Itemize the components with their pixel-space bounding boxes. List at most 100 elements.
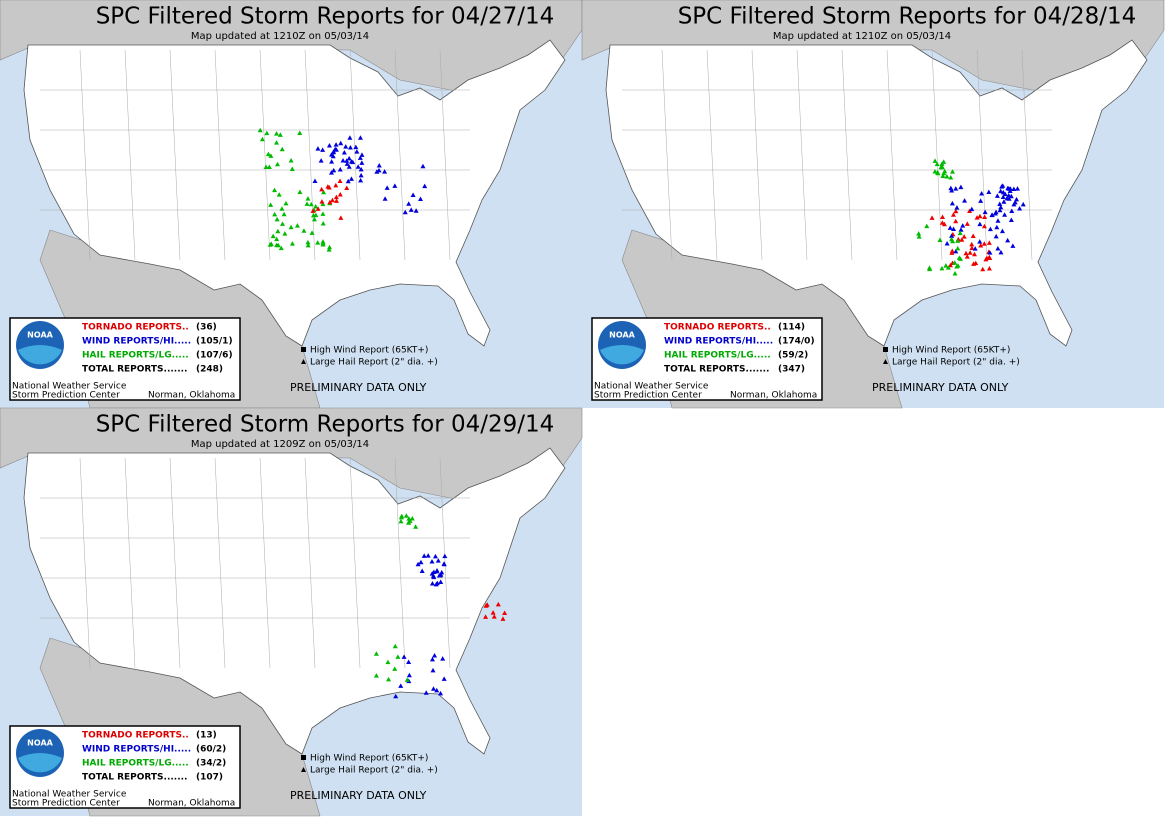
us-map [605,39,1148,347]
report-marker [329,197,335,203]
legend-label: HAIL REPORTS/LG..... [82,351,189,361]
large-hail-symbol [883,359,888,364]
report-marker [932,158,938,163]
report-marker [270,233,276,239]
report-marker [432,652,438,658]
large-hail-note: Large Hail Report (2" dia. +) [310,766,438,776]
preliminary-note: PRELIMINARY DATA ONLY [290,381,427,394]
report-marker [937,237,943,242]
report-marker [953,248,959,254]
report-marker [491,614,497,619]
high-wind-note: High Wind Report (65KT+) [310,754,428,764]
report-marker [305,239,311,245]
report-marker [957,230,963,236]
legend-label: WIND REPORTS/HI..... [664,337,773,347]
report-marker [952,271,958,276]
report-marker [409,515,415,521]
report-marker [382,169,388,174]
state-line [304,49,316,261]
report-marker [1012,199,1018,205]
report-marker [949,248,955,253]
report-marker [319,199,325,204]
report-marker [947,262,953,268]
report-marker [934,161,940,167]
legend-label: HAIL REPORTS/LG..... [664,351,771,361]
report-marker [442,553,448,559]
report-marker [944,174,950,179]
report-marker [305,242,311,248]
report-marker [967,250,973,255]
org-location: Norman, Oklahoma [148,799,235,809]
report-marker [944,241,950,246]
report-marker [345,178,351,184]
report-marker [272,211,278,217]
report-marker [425,553,431,558]
report-marker [319,186,325,192]
report-marker [312,178,318,184]
report-marker [959,237,965,242]
report-marker [950,169,956,174]
map-title: SPC Filtered Storm Reports for 04/28/14 [678,4,1137,30]
high-wind-symbol [301,755,306,760]
org-center: Storm Prediction Center [12,391,120,401]
report-marker [1010,243,1016,248]
report-marker [344,185,350,190]
report-marker [1002,191,1008,197]
map-panel: SPC Filtered Storm Reports for 04/28/14M… [581,0,1165,409]
report-marker [320,211,326,216]
report-marker [989,212,995,217]
report-marker [961,234,967,239]
org-location: Norman, Oklahoma [730,391,817,401]
report-marker [281,211,287,217]
report-marker [392,183,398,188]
report-marker [1007,188,1013,193]
report-marker [392,666,398,671]
report-marker [382,196,388,201]
high-wind-note: High Wind Report (65KT+) [892,346,1010,356]
report-marker [986,240,992,245]
state-line [661,49,673,261]
report-marker [315,240,321,245]
report-marker [939,220,945,225]
us-map [23,39,566,347]
report-marker [359,160,365,165]
report-marker [490,610,496,615]
report-marker [278,245,284,251]
report-marker [340,157,346,163]
report-marker [326,247,332,252]
state-line [214,49,226,261]
legend-label: WIND REPORTS/HI..... [82,337,191,347]
report-marker [274,140,280,145]
report-marker [346,155,352,161]
report-marker [422,183,428,189]
report-marker [952,260,958,265]
report-marker [431,686,437,691]
report-marker [962,198,968,203]
report-marker [329,159,335,164]
report-marker [995,246,1001,251]
report-marker [418,196,424,202]
report-marker [320,239,326,244]
report-marker [940,173,946,179]
report-marker [1008,193,1014,199]
state-line [394,49,406,261]
report-marker [441,676,447,681]
report-marker [346,164,352,169]
report-marker [279,206,285,211]
report-marker [986,266,992,271]
report-marker [960,223,966,228]
map-updated: Map updated at 1209Z on 05/03/14 [191,439,369,450]
report-marker [337,191,343,197]
report-marker [373,673,379,678]
state-line [349,457,361,669]
report-marker [358,172,364,178]
report-marker [440,656,446,661]
report-marker [358,177,364,183]
report-marker [310,208,316,213]
report-marker [955,245,961,251]
state-line [439,49,451,261]
report-marker [373,651,379,656]
report-marker [438,572,444,577]
report-marker [954,205,960,210]
map-updated: Map updated at 1210Z on 05/03/14 [191,31,369,42]
